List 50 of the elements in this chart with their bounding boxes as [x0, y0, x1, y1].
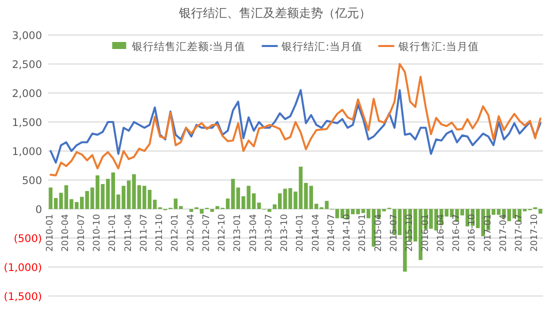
x-tick-label: 2010-04: [61, 214, 72, 252]
bar: [210, 209, 214, 212]
x-tick-label: 2010-07: [76, 214, 87, 252]
x-tick-label: 2014-01: [296, 214, 306, 252]
x-tick-label: 2012-04: [186, 214, 196, 252]
y-tick-label: 500: [22, 175, 42, 187]
x-tick-label: 2016-04: [436, 214, 446, 252]
bar: [538, 209, 542, 214]
legend-label: 银行售汇:当月值: [397, 41, 479, 53]
x-tick-label: 2012-10: [218, 214, 228, 252]
x-tick-label: 2012-01: [170, 214, 181, 252]
x-tick-label: 2010-01: [46, 214, 56, 252]
x-tick-label: 2016-01: [420, 214, 431, 252]
x-tick-label: 2014-10: [342, 214, 353, 252]
x-tick-label: 2013-04: [248, 214, 259, 252]
y-tick-label: 2,000: [12, 88, 42, 100]
x-tick-label: 2016-10: [468, 214, 478, 252]
chart-title: 银行结汇、售汇及差额走势（亿元）: [178, 6, 371, 20]
x-tick-label: 2013-10: [280, 214, 290, 252]
y-tick-label: 3,000: [12, 30, 42, 42]
x-tick-label: 2015-01: [358, 214, 368, 252]
y-tick-label: 1,500: [12, 117, 42, 129]
x-tick-label: 2011-10: [155, 214, 166, 252]
x-tick-label: 2017-10: [530, 214, 540, 252]
y-tick-label: (500): [14, 233, 42, 245]
x-tick-label: 2014-07: [326, 214, 337, 252]
x-tick-label: 2012-07: [202, 214, 212, 252]
x-tick-label: 2015-10: [405, 214, 416, 252]
x-tick-label: 2015-04: [374, 214, 384, 252]
x-tick-label: 2014-04: [311, 214, 322, 252]
x-tick-label: 2011-01: [108, 214, 118, 252]
x-tick-label: 2010-10: [92, 214, 102, 252]
bar: [189, 209, 194, 212]
x-tick-label: 2013-01: [233, 214, 244, 252]
x-tick-label: 2013-07: [264, 214, 274, 252]
x-tick-label: 2011-07: [139, 214, 150, 252]
y-tick-label: 1,000: [12, 146, 42, 158]
x-tick-label: 2017-07: [514, 214, 525, 252]
y-tick-label: (1,500): [4, 291, 42, 303]
legend-label: 银行结汇:当月值: [280, 40, 362, 53]
x-tick-label: 2017-01: [483, 214, 494, 252]
y-tick-label: 0: [35, 204, 42, 216]
y-tick-label: (1,000): [4, 262, 42, 274]
x-tick-label: 2011-04: [124, 214, 134, 252]
legend-label: 银行结售汇差额:当月值: [131, 40, 246, 53]
x-tick-label: 2016-07: [452, 214, 462, 252]
x-tick-label: 2015-07: [390, 214, 400, 252]
bar: [200, 209, 204, 214]
y-tick-label: 2,500: [12, 59, 42, 71]
x-tick-label: 2017-04: [498, 214, 509, 252]
